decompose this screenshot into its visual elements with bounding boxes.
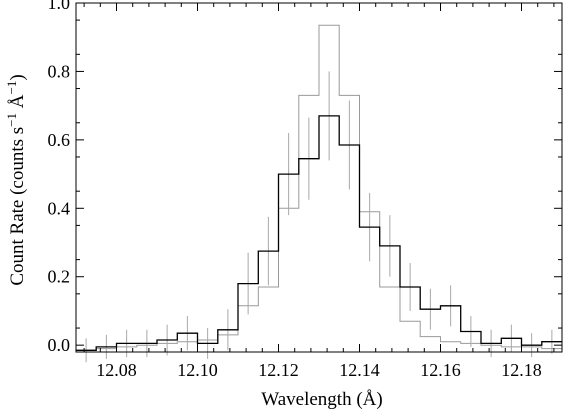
histogram-line [76, 115, 562, 351]
y-tick-label: 0.8 [48, 61, 71, 81]
y-tick-label: 0.2 [48, 267, 71, 287]
y-tick-label: 0.0 [48, 335, 71, 355]
x-tick-label: 12.18 [501, 360, 542, 380]
x-tick-label: 12.16 [420, 360, 461, 380]
y-tick-label: 0.6 [48, 130, 71, 150]
y-axis-title-main: Count Rate (counts s [7, 127, 28, 286]
x-tick-label: 12.08 [96, 360, 137, 380]
y-tick-label: 0.4 [48, 198, 71, 218]
labels-layer: 12.08 12.10 12.12 12.14 12.16 12.18 0.0 0.2 0.4 0… [48, 0, 542, 380]
histogram-line [76, 24, 562, 351]
y-axis-title-exp1: −1 [4, 113, 19, 127]
y-axis-title: Count Rate (counts s−1 Å−1) [4, 74, 28, 285]
y-axis-title-close: ) [7, 74, 28, 80]
y-axis-title-mid: Å [7, 94, 28, 113]
ticks-layer [76, 2, 562, 352]
x-tick-label: 12.10 [177, 360, 218, 380]
x-axis-title: Wavelength (Å) [261, 389, 382, 410]
plot-frame [75, 2, 563, 353]
x-tick-label: 12.14 [339, 360, 380, 380]
data-series [76, 71, 562, 363]
y-tick-label: 1.0 [48, 0, 71, 13]
model-series [76, 24, 562, 351]
series-layer [76, 24, 562, 363]
y-axis-title-exp2: −1 [4, 81, 19, 95]
x-tick-label: 12.12 [258, 360, 299, 380]
